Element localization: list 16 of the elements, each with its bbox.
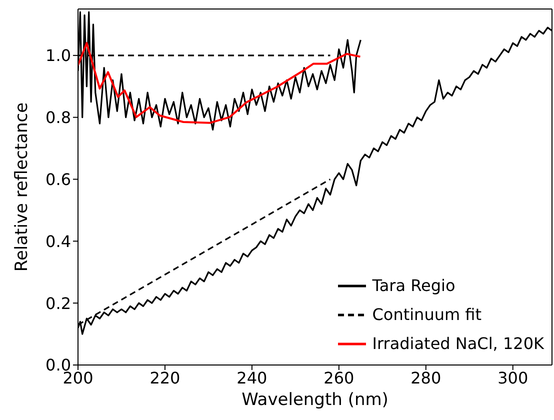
line-series xyxy=(78,42,362,124)
legend-label: Tara Regio xyxy=(372,276,456,295)
y-tick-label: 0.6 xyxy=(46,170,71,189)
y-axis-title: Relative reflectance xyxy=(12,102,32,272)
x-tick-label: 240 xyxy=(236,368,268,388)
x-tick-label: 300 xyxy=(498,368,528,388)
x-tick-label: 220 xyxy=(150,368,180,388)
y-tick-label: 0.4 xyxy=(46,232,71,251)
x-tick-label: 260 xyxy=(324,368,354,388)
legend-label: Continuum fit xyxy=(372,305,482,324)
legend-label: Irradiated NaCl, 120K xyxy=(372,334,544,353)
y-tick-label: 1.0 xyxy=(46,46,71,66)
y-tick-label: 0.8 xyxy=(46,108,71,128)
y-tick-label: 0.2 xyxy=(46,294,71,313)
x-axis-title: Wavelength (nm) xyxy=(242,390,388,410)
x-tick-label: 280 xyxy=(410,368,442,388)
